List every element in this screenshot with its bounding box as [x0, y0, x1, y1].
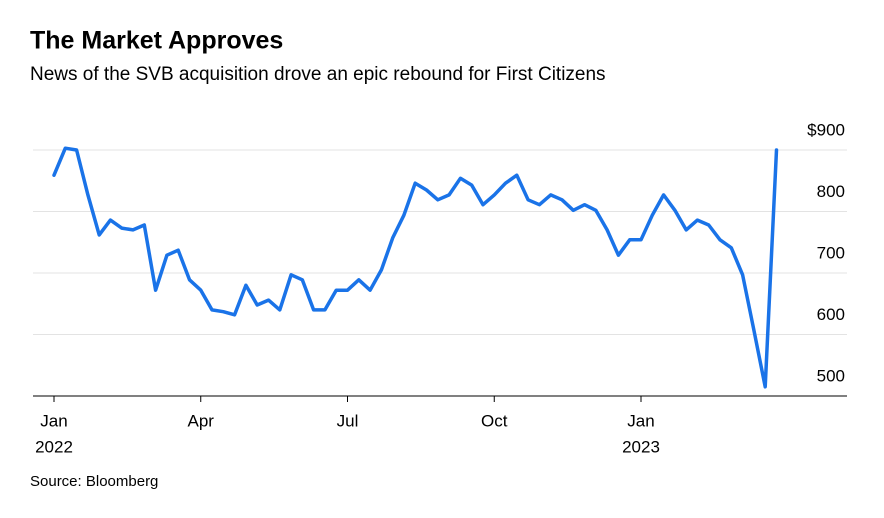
x-tick-label: Jan: [627, 411, 654, 430]
x-tick-label: Jul: [337, 411, 359, 430]
y-tick-label: 600: [817, 305, 845, 324]
x-tick-label: Jan: [40, 411, 67, 430]
y-tick-label: $900: [807, 120, 845, 139]
y-tick-label: 800: [817, 182, 845, 201]
source: Source: Bloomberg: [30, 473, 158, 490]
y-tick-label: 500: [817, 366, 845, 385]
x-year-label: 2023: [622, 437, 660, 456]
price-line: [52, 146, 779, 389]
chart-subtitle: News of the SVB acquisition drove an epi…: [30, 64, 606, 85]
y-tick-label: 700: [817, 243, 845, 262]
chart-title: The Market Approves: [30, 27, 283, 55]
x-year-label: 2022: [35, 437, 73, 456]
x-tick-label: Apr: [188, 411, 215, 430]
x-tick-label: Oct: [481, 411, 508, 430]
